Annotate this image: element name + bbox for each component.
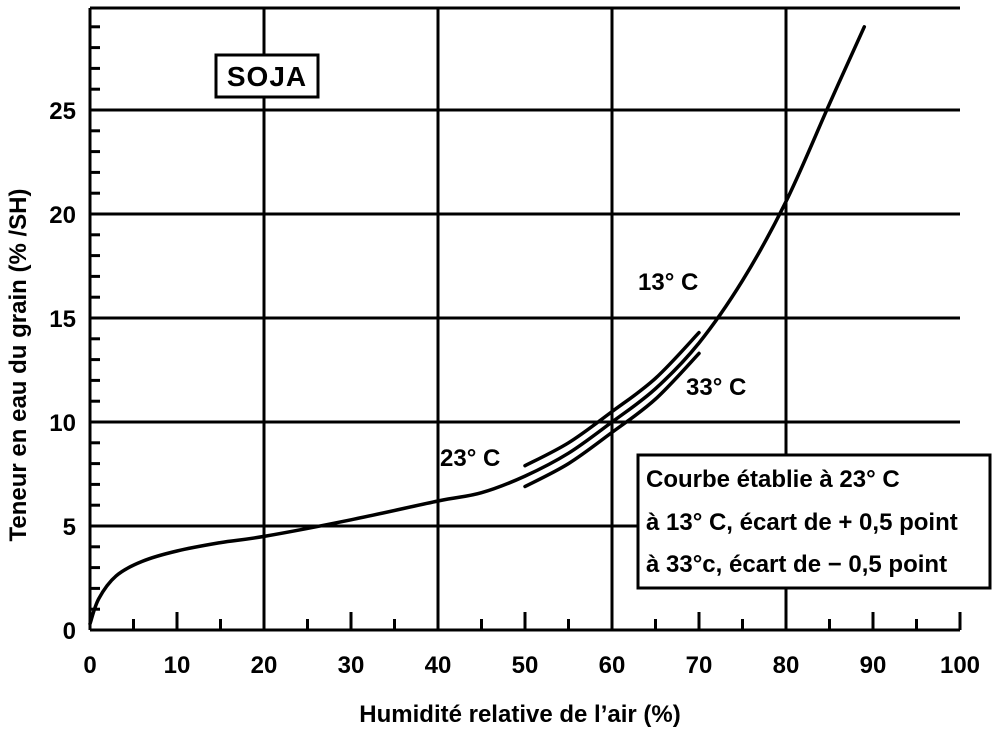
grid <box>88 6 960 632</box>
x-tick-label-10: 10 <box>164 652 191 679</box>
y-tick-label-25: 25 <box>49 98 76 125</box>
series-label-23c: 23° C <box>440 445 500 472</box>
x-tick-label-80: 80 <box>773 652 800 679</box>
y-tick-label-20: 20 <box>49 202 76 229</box>
x-tick-label-70: 70 <box>686 652 713 679</box>
x-tick-label-0: 0 <box>83 652 96 679</box>
x-tick-label-30: 30 <box>338 652 365 679</box>
x-tick-label-40: 40 <box>425 652 452 679</box>
annotation-line-2: à 13° C, écart de + 0,5 point <box>646 509 958 536</box>
y-axis-label: Teneur en eau du grain (% /SH) <box>5 189 32 542</box>
x-tick-label-20: 20 <box>251 652 278 679</box>
curve-33c-line <box>523 351 701 489</box>
chart-title: SOJA <box>227 61 307 92</box>
x-tick-label-60: 60 <box>599 652 626 679</box>
chart-title-box: SOJA <box>214 53 320 99</box>
tick-labels: 0 10 20 30 40 50 60 70 80 90 100 0 5 10 15 20 25 <box>49 98 980 679</box>
curve-13c-line <box>523 330 701 468</box>
y-tick-label-10: 10 <box>49 410 76 437</box>
annotation-line-3: à 33°c, écart de − 0,5 point <box>646 551 947 578</box>
x-axis-label: Humidité relative de l’air (%) <box>359 701 680 728</box>
annotation-line-1: Courbe établie à 23° C <box>646 466 900 493</box>
y-tick-label-0: 0 <box>63 618 76 645</box>
y-tick-label-5: 5 <box>63 514 76 541</box>
curve-23c-line <box>88 25 867 626</box>
series-label-13c: 13° C <box>638 269 698 296</box>
x-tick-label-90: 90 <box>860 652 887 679</box>
series-lines <box>88 25 867 626</box>
series-label-33c: 33° C <box>686 374 746 401</box>
x-tick-label-50: 50 <box>512 652 539 679</box>
x-tick-label-100: 100 <box>940 652 980 679</box>
y-tick-label-15: 15 <box>49 306 76 333</box>
annotation-box: Courbe établie à 23° C à 13° C, écart de… <box>636 453 992 590</box>
